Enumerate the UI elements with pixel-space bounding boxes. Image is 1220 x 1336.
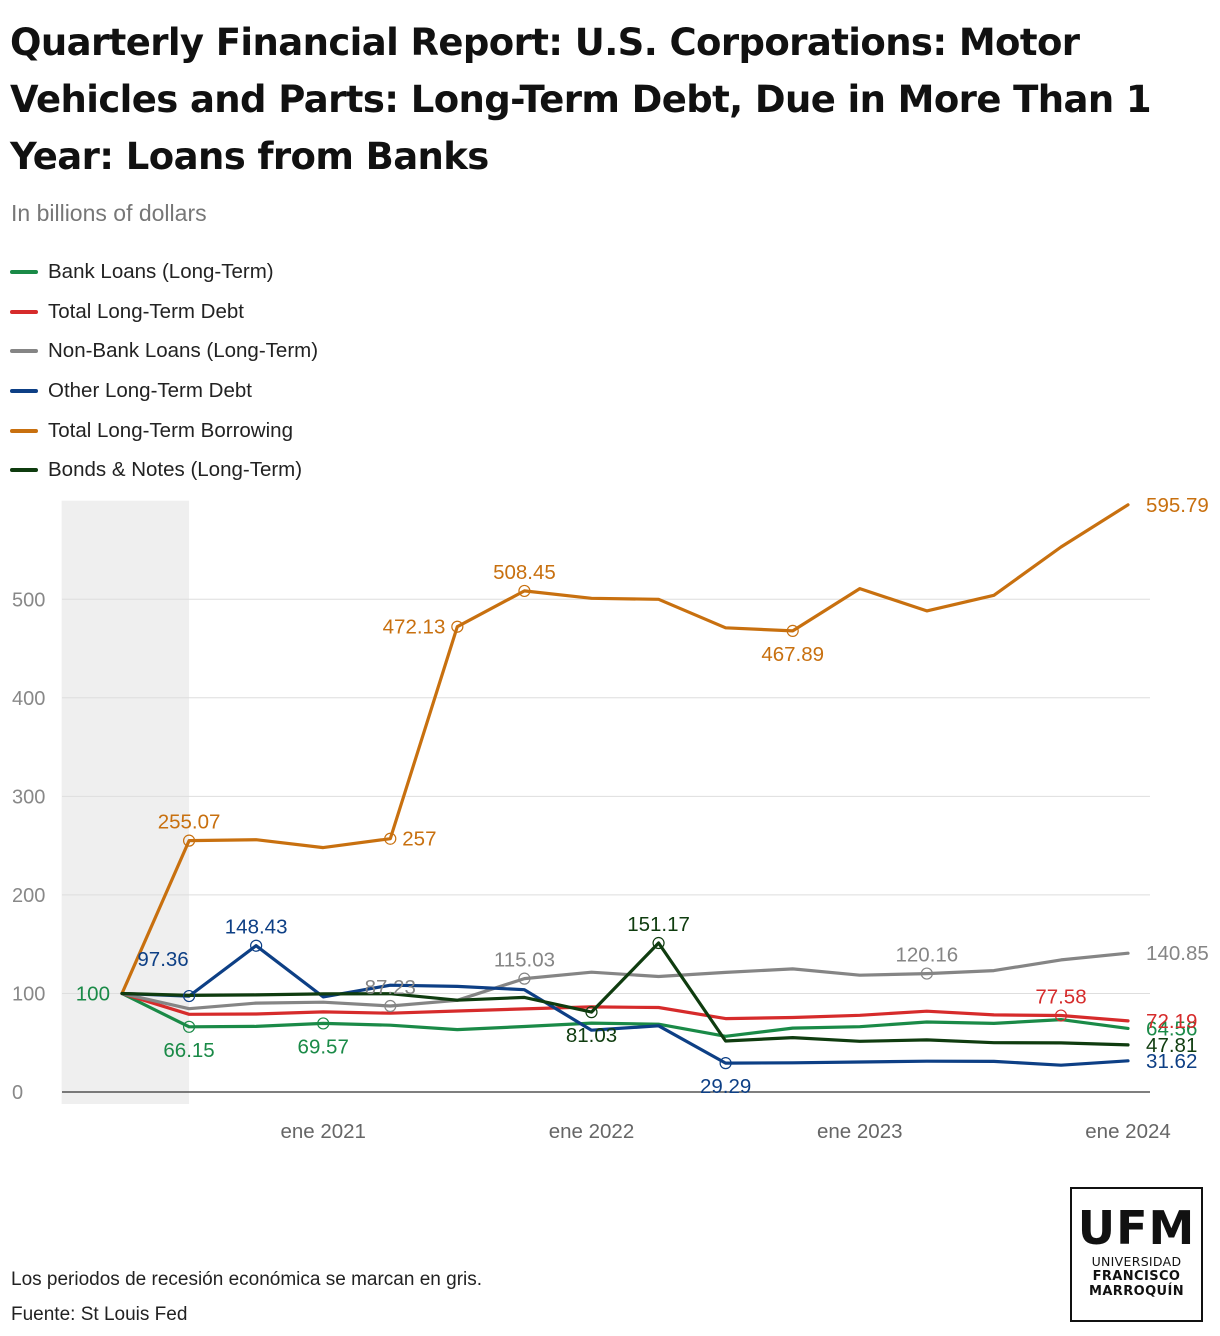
legend-item: Non-Bank Loans (Long-Term) bbox=[10, 331, 318, 371]
legend-swatch bbox=[10, 428, 38, 433]
data-label: 47.81 bbox=[1146, 1034, 1197, 1057]
legend-swatch bbox=[10, 388, 38, 393]
x-tick-label: ene 2022 bbox=[549, 1120, 635, 1143]
series-line bbox=[120, 951, 1130, 1011]
series-line bbox=[120, 941, 1130, 1047]
series-line bbox=[120, 503, 1130, 996]
logo-line-2: FRANCISCO bbox=[1092, 1269, 1181, 1284]
source-note: Fuente: St Louis Fed bbox=[11, 1304, 188, 1325]
data-label: 255.07 bbox=[158, 811, 221, 834]
data-label: 472.13 bbox=[383, 616, 446, 639]
legend-item: Total Long-Term Borrowing bbox=[10, 411, 318, 451]
legend-label: Non-Bank Loans (Long-Term) bbox=[48, 339, 319, 363]
legend-swatch bbox=[10, 349, 38, 354]
data-label: 595.79 bbox=[1146, 494, 1209, 517]
logo-line-3: MARROQUÍN bbox=[1089, 1284, 1184, 1299]
legend-swatch bbox=[10, 269, 38, 274]
data-point-marker bbox=[585, 1006, 598, 1019]
legend-swatch bbox=[10, 468, 38, 473]
data-label: 100 bbox=[76, 982, 110, 1005]
data-point-marker bbox=[1054, 1009, 1068, 1022]
legend-item: Other Long-Term Debt bbox=[10, 371, 318, 411]
data-point-marker bbox=[719, 1057, 732, 1070]
data-label: 151.17 bbox=[627, 913, 690, 936]
legend-item: Total Long-Term Debt bbox=[10, 292, 318, 332]
data-point-marker bbox=[652, 936, 665, 950]
data-label: 120.16 bbox=[895, 944, 958, 967]
data-point-marker bbox=[182, 989, 196, 1003]
legend-label: Other Long-Term Debt bbox=[48, 378, 252, 402]
data-label: 508.45 bbox=[493, 561, 556, 584]
x-tick-label: ene 2021 bbox=[280, 1120, 366, 1143]
data-label: 148.43 bbox=[225, 916, 288, 939]
chart-title: Quarterly Financial Report: U.S. Corpora… bbox=[10, 21, 1152, 178]
data-point-marker bbox=[182, 834, 196, 847]
legend-label: Total Long-Term Debt bbox=[48, 299, 244, 323]
footnotes: Los periodos de recesión económica se ma… bbox=[11, 1262, 482, 1332]
y-tick-label: 200 bbox=[12, 885, 45, 907]
legend: Bank Loans (Long-Term) Total Long-Term De… bbox=[10, 252, 318, 490]
logo-ufm-text: UFM bbox=[1077, 1201, 1196, 1255]
data-label: 72.19 bbox=[1146, 1010, 1197, 1033]
y-tick-label: 0 bbox=[12, 1082, 23, 1104]
y-tick-label: 100 bbox=[12, 983, 45, 1005]
data-label: 81.03 bbox=[566, 1024, 617, 1047]
chart-subtitle: In billions of dollars bbox=[11, 200, 207, 226]
data-point-marker bbox=[518, 584, 531, 598]
logo-line-1: UNIVERSIDAD bbox=[1091, 1254, 1182, 1269]
data-point-marker bbox=[384, 832, 397, 845]
data-label: 77.58 bbox=[1035, 986, 1086, 1009]
data-label: 115.03 bbox=[494, 949, 555, 972]
data-label: 467.89 bbox=[761, 643, 824, 666]
series-line bbox=[120, 991, 1130, 1023]
data-label: 69.57 bbox=[298, 1035, 349, 1058]
ufm-logo: UFM UNIVERSIDAD FRANCISCO MARROQUÍN bbox=[1070, 1187, 1203, 1322]
data-label: 29.29 bbox=[700, 1075, 751, 1098]
data-point-marker bbox=[182, 1020, 196, 1033]
y-tick-label: 500 bbox=[12, 589, 45, 611]
data-point-marker bbox=[317, 1017, 330, 1030]
legend-swatch bbox=[10, 309, 38, 314]
x-tick-label: ene 2023 bbox=[817, 1120, 903, 1143]
legend-label: Bonds & Notes (Long-Term) bbox=[48, 458, 303, 482]
data-point-marker bbox=[250, 939, 263, 952]
data-label: 64.56 bbox=[1146, 1017, 1197, 1040]
data-label: 257 bbox=[402, 828, 436, 851]
data-label: 87.23 bbox=[365, 976, 416, 999]
legend-label: Total Long-Term Borrowing bbox=[48, 418, 293, 442]
legend-item: Bank Loans (Long-Term) bbox=[10, 252, 318, 292]
data-label: 140.85 bbox=[1146, 942, 1209, 965]
recession-band bbox=[61, 500, 190, 1104]
data-point-marker bbox=[786, 624, 799, 637]
recession-note: Los periodos de recesión económica se ma… bbox=[11, 1269, 483, 1290]
series-line bbox=[120, 991, 1130, 1038]
data-label: 97.36 bbox=[137, 948, 188, 971]
data-point-marker bbox=[451, 620, 464, 633]
legend-item: Bonds & Notes (Long-Term) bbox=[10, 450, 318, 490]
data-point-marker bbox=[518, 972, 531, 985]
series-line bbox=[120, 944, 1130, 1067]
data-point-marker bbox=[384, 999, 397, 1013]
data-label: 31.62 bbox=[1146, 1050, 1197, 1073]
x-tick-label: ene 2024 bbox=[1085, 1120, 1171, 1143]
data-point-marker bbox=[920, 967, 933, 980]
legend-label: Bank Loans (Long-Term) bbox=[48, 259, 274, 283]
data-label: 66.15 bbox=[163, 1039, 214, 1062]
y-tick-label: 400 bbox=[12, 688, 45, 710]
y-tick-label: 300 bbox=[12, 786, 45, 808]
